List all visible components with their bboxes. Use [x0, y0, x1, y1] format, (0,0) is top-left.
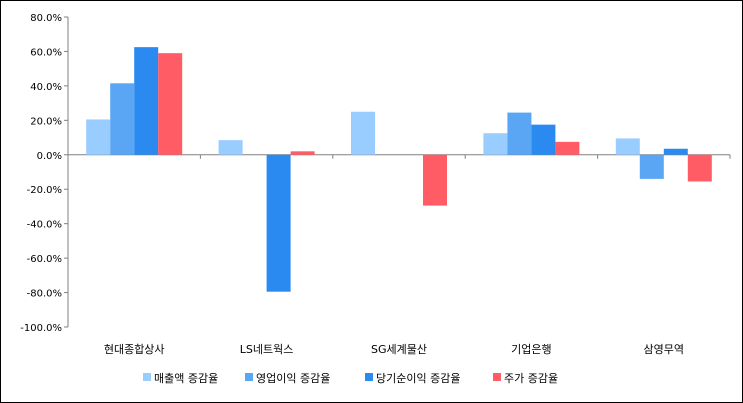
legend-swatch	[493, 373, 501, 381]
bar	[110, 83, 135, 155]
x-category-label: SG세계물산	[371, 343, 427, 356]
legend-item: 당기순이익 증감율	[365, 372, 460, 385]
legend-label: 매출액 증감율	[154, 372, 218, 385]
bar	[158, 53, 183, 155]
bar	[615, 138, 640, 155]
bar	[134, 47, 159, 155]
bar	[687, 154, 712, 182]
legend-label: 영업이익 증감율	[256, 372, 330, 385]
axis-layer: -100.0% -80.0% -60.0% -40.0% -20.0% 0.0% 20.0%…	[20, 13, 731, 356]
x-category-label: 기업은행	[511, 343, 551, 356]
bar	[290, 151, 315, 155]
legend-item: 영업이익 증감율	[245, 372, 330, 385]
bar	[218, 140, 243, 155]
y-tick-label: 40.0%	[30, 82, 62, 93]
x-category-label: 삼영무역	[644, 343, 684, 356]
y-tick-label: 60.0%	[30, 47, 62, 58]
bar	[86, 119, 111, 155]
bars-layer	[86, 47, 712, 292]
bar	[555, 141, 580, 155]
bar	[266, 154, 291, 292]
bar	[531, 124, 556, 155]
y-tick-label: -40.0%	[27, 220, 62, 231]
legend-label: 주가 증감율	[504, 372, 558, 385]
bar	[639, 154, 664, 179]
y-tick-label: 80.0%	[30, 13, 62, 24]
x-category-label: LS네트웍스	[240, 343, 294, 356]
legend-label: 당기순이익 증감율	[376, 372, 460, 385]
legend-swatch	[245, 373, 253, 381]
legend-swatch	[143, 373, 151, 381]
legend-item: 매출액 증감율	[143, 372, 218, 385]
legend-swatch	[365, 373, 373, 381]
y-tick-label: 20.0%	[30, 116, 62, 127]
legend-item: 주가 증감율	[493, 372, 558, 385]
bar	[663, 148, 688, 155]
y-tick-label: -60.0%	[27, 254, 62, 265]
legend: 매출액 증감율 영업이익 증감율 당기순이익 증감율 주가 증감율	[143, 372, 558, 385]
y-tick-label: -80.0%	[27, 289, 62, 300]
y-tick-label: -20.0%	[27, 185, 62, 196]
y-tick-label: 0.0%	[37, 151, 62, 162]
y-tick-label: -100.0%	[20, 323, 62, 334]
bar	[351, 111, 375, 155]
bar	[483, 133, 508, 155]
bar	[423, 154, 447, 206]
x-category-label: 현대종합상사	[104, 343, 165, 356]
bar	[507, 112, 532, 155]
